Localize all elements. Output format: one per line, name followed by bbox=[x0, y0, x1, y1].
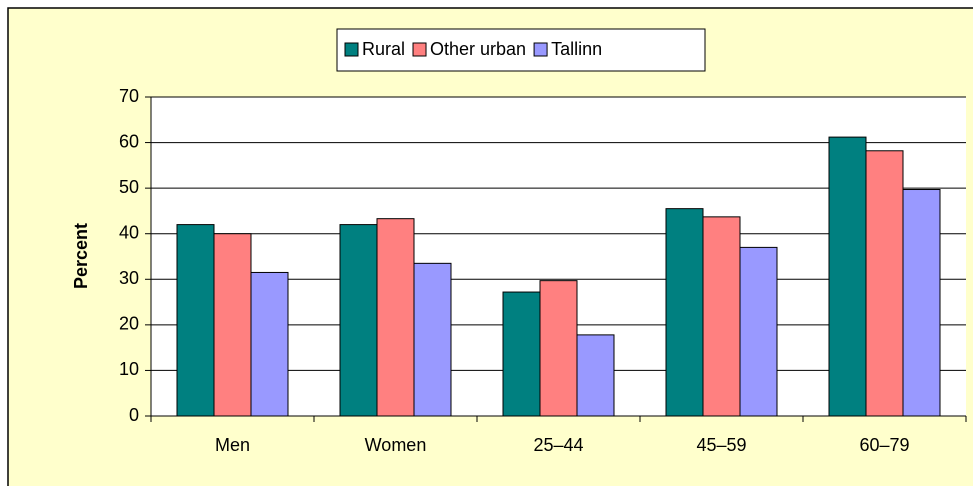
bar bbox=[376, 218, 415, 417]
x-tick-label: Women bbox=[365, 435, 427, 455]
bar bbox=[739, 246, 778, 417]
x-tick-label: 45–59 bbox=[696, 435, 746, 455]
legend-label: Tallinn bbox=[551, 39, 602, 59]
y-tick-label: 10 bbox=[119, 359, 139, 379]
x-tick-label: Men bbox=[215, 435, 250, 455]
bar bbox=[665, 208, 704, 417]
y-tick-label: 60 bbox=[119, 131, 139, 151]
x-tick-label: 60–79 bbox=[859, 435, 909, 455]
bar bbox=[502, 291, 541, 417]
legend-swatch bbox=[344, 42, 359, 57]
legend bbox=[336, 28, 706, 72]
bar bbox=[576, 334, 615, 417]
legend-swatch bbox=[412, 42, 427, 57]
legend-label: Rural bbox=[362, 39, 405, 59]
legend-label: Other urban bbox=[430, 39, 526, 59]
y-tick-label: 40 bbox=[119, 222, 139, 242]
bar bbox=[702, 216, 741, 417]
bar bbox=[865, 150, 904, 417]
y-tick-label: 30 bbox=[119, 268, 139, 288]
bar bbox=[250, 271, 289, 417]
bar bbox=[828, 136, 867, 417]
bar bbox=[213, 233, 252, 417]
y-tick-label: 0 bbox=[129, 405, 139, 425]
y-tick-label: 50 bbox=[119, 177, 139, 197]
y-tick-label: 70 bbox=[119, 86, 139, 106]
bar bbox=[413, 262, 452, 417]
y-tick-label: 20 bbox=[119, 314, 139, 334]
x-tick-label: 25–44 bbox=[533, 435, 583, 455]
bar bbox=[339, 224, 378, 417]
legend-swatch bbox=[533, 42, 548, 57]
bar bbox=[176, 224, 215, 417]
y-axis-label: Percent bbox=[71, 223, 91, 289]
bar bbox=[539, 280, 578, 417]
bar bbox=[902, 189, 941, 417]
